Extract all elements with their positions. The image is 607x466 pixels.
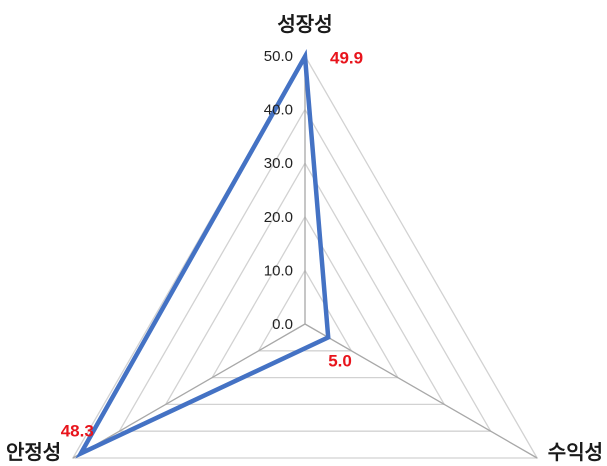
tick-label-2: 20.0 [264, 209, 293, 226]
gridline-5 [71, 54, 539, 459]
tick-label-0: 0.0 [272, 316, 293, 333]
axis-spoke-1 [304, 323, 538, 459]
series-layer [75, 49, 331, 459]
data-label-layer: 49.9 5.0 48.3 [61, 49, 363, 441]
gridline-3 [164, 161, 446, 406]
gridline-4 [118, 108, 492, 432]
tick-layer: 0.0 10.0 20.0 30.0 40.0 50.0 [264, 48, 293, 333]
axis-label-0: 성장성 [277, 12, 332, 36]
spoke-layer [72, 56, 538, 459]
tick-label-3: 30.0 [264, 155, 293, 172]
axis-spoke-2 [72, 323, 306, 459]
axis-label-1: 수익성 [548, 440, 603, 464]
data-label-0: 49.9 [330, 49, 363, 68]
tick-label-1: 10.0 [264, 262, 293, 279]
gridline-2 [211, 215, 399, 379]
axis-label-2: 안정성 [6, 440, 61, 464]
data-label-2: 48.3 [61, 421, 94, 440]
grid-layer [71, 54, 539, 459]
tick-label-5: 50.0 [264, 48, 293, 65]
series-line-0 [75, 49, 331, 459]
tick-label-4: 40.0 [264, 102, 293, 119]
data-label-1: 5.0 [328, 351, 352, 370]
